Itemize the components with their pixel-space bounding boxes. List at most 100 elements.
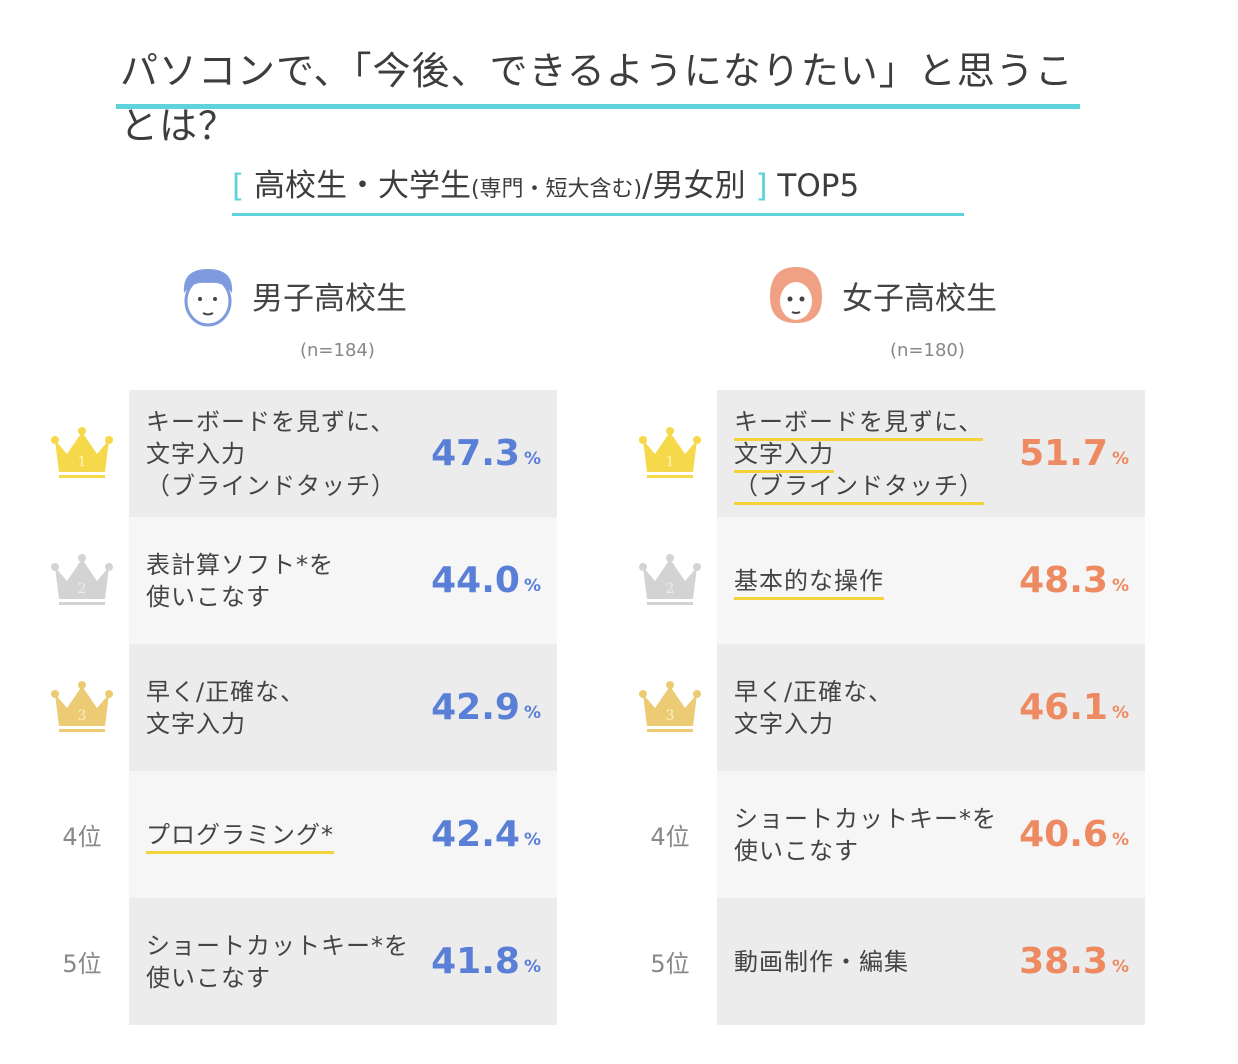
female-sample-size: (n=180) <box>890 340 965 361</box>
crown-2-icon: 2 <box>40 517 124 644</box>
female-heading: 女子高校生 <box>842 280 997 317</box>
item-label-line: 文字入力 <box>734 439 834 473</box>
crown-2-icon: 2 <box>628 517 712 644</box>
rank-row: 4位 ショートカットキー*を 使いこなす 40.6% <box>628 771 1228 898</box>
item-label: キーボードを見ずに、 文字入力 （ブラインドタッチ） <box>734 406 1004 505</box>
subtitle-rest: /男女別 <box>642 168 746 204</box>
item-value: 40.6% <box>1019 771 1129 898</box>
item-value: 41.8% <box>431 898 541 1025</box>
rank-row: 1 キーボードを見ずに、 文字入力 （ブラインドタッチ） 47.3% <box>40 390 640 517</box>
item-box: 早く/正確な、 文字入力 42.9% <box>129 644 557 771</box>
item-label-line: 使いこなす <box>734 836 859 865</box>
percent-sign: % <box>523 956 541 977</box>
percent-sign: % <box>1111 448 1129 469</box>
percent-value: 46.1 <box>1019 687 1108 728</box>
girl-face-icon <box>770 267 822 323</box>
rank-row: 2 表計算ソフト*を 使いこなす 44.0% <box>40 517 640 644</box>
percent-value: 42.9 <box>431 687 520 728</box>
rank-label: 5位 <box>62 950 102 978</box>
item-box: 早く/正確な、 文字入力 46.1% <box>717 644 1145 771</box>
rank-row: 4位 プログラミング* 42.4% <box>40 771 640 898</box>
item-label: プログラミング* <box>146 819 416 854</box>
percent-sign: % <box>1111 956 1129 977</box>
boy-face-icon <box>183 269 233 327</box>
svg-text:1: 1 <box>666 454 675 470</box>
item-box: ショートカットキー*を 使いこなす 40.6% <box>717 771 1145 898</box>
item-value: 47.3% <box>431 390 541 517</box>
rank-row: 3 早く/正確な、 文字入力 42.9% <box>40 644 640 771</box>
percent-value: 38.3 <box>1019 941 1108 982</box>
percent-sign: % <box>523 448 541 469</box>
item-label-line: 文字入力 <box>734 709 834 738</box>
rank-label: 5位 <box>650 950 690 978</box>
rank-row: 2 基本的な操作 48.3% <box>628 517 1228 644</box>
item-label-line: 使いこなす <box>146 963 271 992</box>
rank-label: 4位 <box>650 823 690 851</box>
item-label: 動画制作・編集 <box>734 946 1004 978</box>
crown-1-icon: 1 <box>628 390 712 517</box>
item-label-line: 基本的な操作 <box>734 566 884 600</box>
male-heading: 男子高校生 <box>252 280 407 317</box>
subtitle: [ 高校生・大学生(専門・短大含む)/男女別 ] TOP5 <box>232 160 964 205</box>
percent-value: 44.0 <box>431 560 520 601</box>
crown-3-icon: 3 <box>40 644 124 771</box>
subtitle-paren: (専門・短大含む) <box>470 177 643 202</box>
item-label-line: 使いこなす <box>146 582 271 611</box>
rank-row: 5位 ショートカットキー*を 使いこなす 41.8% <box>40 898 640 1025</box>
item-label-line: ショートカットキー*を <box>146 931 409 960</box>
item-box: キーボードを見ずに、 文字入力 （ブラインドタッチ） 51.7% <box>717 390 1145 517</box>
item-box: キーボードを見ずに、 文字入力 （ブラインドタッチ） 47.3% <box>129 390 557 517</box>
item-label: ショートカットキー*を 使いこなす <box>146 930 416 994</box>
item-label-line: 文字入力 <box>146 709 246 738</box>
item-label-line: 文字入力 <box>146 439 246 468</box>
item-value: 38.3% <box>1019 898 1129 1025</box>
item-label-line: 動画制作・編集 <box>734 947 909 976</box>
item-label: 早く/正確な、 文字入力 <box>734 676 1004 740</box>
item-box: 表計算ソフト*を 使いこなす 44.0% <box>129 517 557 644</box>
item-box: プログラミング* 42.4% <box>129 771 557 898</box>
item-label: 早く/正確な、 文字入力 <box>146 676 416 740</box>
item-label: 表計算ソフト*を 使いこなす <box>146 549 416 613</box>
item-label: 基本的な操作 <box>734 565 1004 600</box>
item-value: 46.1% <box>1019 644 1129 771</box>
svg-text:2: 2 <box>78 581 87 597</box>
bracket-open: [ <box>232 168 245 204</box>
item-label-line: キーボードを見ずに、 <box>734 407 984 441</box>
percent-sign: % <box>523 702 541 723</box>
item-label: キーボードを見ずに、 文字入力 （ブラインドタッチ） <box>146 406 416 502</box>
item-box: 基本的な操作 48.3% <box>717 517 1145 644</box>
svg-text:1: 1 <box>78 454 87 470</box>
item-box: ショートカットキー*を 使いこなす 41.8% <box>129 898 557 1025</box>
subtitle-main: 高校生・大学生 <box>253 168 471 204</box>
male-sample-size: (n=184) <box>300 340 375 361</box>
percent-sign: % <box>523 575 541 596</box>
item-value: 42.9% <box>431 644 541 771</box>
subtitle-top: TOP5 <box>777 168 860 204</box>
item-label-line: （ブラインドタッチ） <box>734 471 984 505</box>
percent-value: 48.3 <box>1019 560 1108 601</box>
item-label-line: キーボードを見ずに、 <box>146 407 396 436</box>
percent-sign: % <box>1111 702 1129 723</box>
svg-text:3: 3 <box>666 708 675 724</box>
crown-3-icon: 3 <box>628 644 712 771</box>
svg-text:3: 3 <box>78 708 87 724</box>
item-value: 44.0% <box>431 517 541 644</box>
svg-text:2: 2 <box>666 581 675 597</box>
page-title: パソコンで、「今後、できるようになりたい」と思うことは？ <box>120 49 1074 148</box>
item-label-line: 早く/正確な、 <box>146 677 306 706</box>
percent-sign: % <box>1111 829 1129 850</box>
item-label-line: プログラミング* <box>146 820 334 854</box>
percent-value: 40.6 <box>1019 814 1108 855</box>
item-label: ショートカットキー*を 使いこなす <box>734 803 1004 867</box>
item-box: 動画制作・編集 38.3% <box>717 898 1145 1025</box>
item-label-line: （ブラインドタッチ） <box>146 471 396 500</box>
item-value: 48.3% <box>1019 517 1129 644</box>
item-value: 42.4% <box>431 771 541 898</box>
rank-row: 1 キーボードを見ずに、 文字入力 （ブラインドタッチ） 51.7% <box>628 390 1228 517</box>
rank-row: 5位 動画制作・編集 38.3% <box>628 898 1228 1025</box>
item-label-line: 表計算ソフト*を <box>146 550 334 579</box>
rank-row: 3 早く/正確な、 文字入力 46.1% <box>628 644 1228 771</box>
percent-value: 47.3 <box>431 433 520 474</box>
rank-label: 4位 <box>62 823 102 851</box>
item-label-line: ショートカットキー*を <box>734 804 997 833</box>
